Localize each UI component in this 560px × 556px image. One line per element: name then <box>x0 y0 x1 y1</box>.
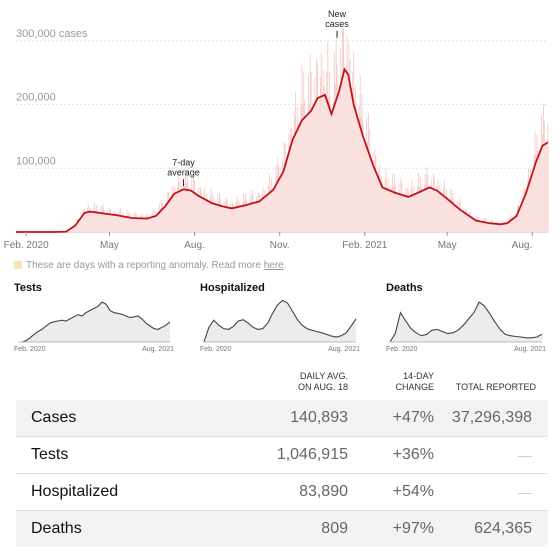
row-change: +36% <box>392 446 434 463</box>
hospitalized-sparkline <box>203 299 357 343</box>
header-line: CHANGE <box>395 382 434 392</box>
row-total: — <box>518 447 532 463</box>
small-chart-deaths: Deaths Feb. 2020 Aug. 2021 <box>386 282 546 358</box>
small-x-start: Feb. 2020 <box>14 346 46 353</box>
anomaly-swatch <box>14 261 22 269</box>
row-name: Tests <box>31 446 69 463</box>
tests-sparkline <box>18 301 171 343</box>
x-tick-label: Aug. <box>512 240 533 251</box>
x-tick-label: May <box>100 240 119 251</box>
table-row: Hospitalized 83,890 +54% — <box>16 474 548 511</box>
row-change: +54% <box>392 483 434 500</box>
sparkline-line <box>389 301 543 343</box>
small-x-start: Feb. 2020 <box>386 346 418 353</box>
table-row: Cases 140,893 +47% 37,296,398 <box>16 400 548 437</box>
y-axis-labels: 100,000 200,000 300,000 cases <box>16 28 88 168</box>
table-row: Deaths 809 +97% 624,365 <box>16 511 548 547</box>
annotation-label: cases <box>325 19 349 29</box>
header-line: DAILY AVG. <box>299 371 348 381</box>
row-daily-avg: 140,893 <box>290 409 348 426</box>
row-name: Cases <box>31 409 77 426</box>
y-tick-label: 300,000 cases <box>16 28 88 40</box>
annotation-label: New <box>328 9 347 19</box>
row-daily-avg: 1,046,915 <box>276 446 348 463</box>
row-total: 37,296,398 <box>451 409 532 426</box>
x-tick-label: Aug. <box>184 240 205 251</box>
main-chart: 100,000 200,000 300,000 cases Feb. 2020 May… <box>4 9 549 251</box>
small-chart-title: Tests <box>14 282 42 294</box>
row-total: 624,365 <box>474 520 532 537</box>
header-14-day-change: 14-DAY CHANGE <box>395 371 434 393</box>
small-chart-title: Deaths <box>386 282 423 294</box>
row-change: +47% <box>392 409 434 426</box>
small-chart-title: Hospitalized <box>200 282 265 294</box>
small-x-start: Feb. 2020 <box>200 346 232 353</box>
table-row: Tests 1,046,915 +36% — <box>16 437 548 474</box>
x-tick-label: Feb. 2020 <box>4 240 49 251</box>
anomaly-text: These are days with a reporting anomaly.… <box>26 260 264 271</box>
stats-table: Cases 140,893 +47% 37,296,398 Tests 1,04… <box>16 400 548 547</box>
sparkline-area <box>204 300 356 342</box>
read-more-link[interactable]: here <box>263 260 284 271</box>
y-tick-label: 200,000 <box>16 92 56 104</box>
row-daily-avg: 83,890 <box>299 483 348 500</box>
header-line: 14-DAY <box>403 371 434 381</box>
row-name: Hospitalized <box>31 483 119 500</box>
header-daily-avg: DAILY AVG. ON AUG. 18 <box>298 371 348 393</box>
x-tick-label: May <box>438 240 457 251</box>
small-x-end: Aug. 2021 <box>328 346 360 353</box>
row-change: +97% <box>392 520 434 537</box>
small-x-end: Aug. 2021 <box>142 346 174 353</box>
x-axis: Feb. 2020 May Aug. Nov. Feb. 2021 May Aug. <box>4 232 533 251</box>
header-line: ON AUG. 18 <box>297 382 348 392</box>
small-chart-tests: Tests Feb. 2020 Aug. 2021 <box>14 282 174 358</box>
x-tick-label: Feb. 2021 <box>342 240 387 251</box>
x-tick-label: Nov. <box>270 240 290 251</box>
anomaly-note: These are days with a reporting anomaly.… <box>14 260 287 271</box>
anomaly-period: . <box>283 260 287 271</box>
row-name: Deaths <box>31 520 82 537</box>
annotation-label: average <box>167 167 200 177</box>
sparkline-line <box>203 299 357 343</box>
row-total: — <box>518 484 532 500</box>
header-total-reported: TOTAL REPORTED <box>455 382 536 392</box>
average-line <box>16 67 549 233</box>
deaths-sparkline <box>389 301 543 343</box>
small-x-end: Aug. 2021 <box>514 346 546 353</box>
sparkline-area <box>18 302 170 342</box>
sparkline-line <box>18 301 171 343</box>
small-chart-hospitalized: Hospitalized Feb. 2020 Aug. 2021 <box>200 282 360 358</box>
average-area <box>16 69 548 233</box>
y-tick-label: 100,000 <box>16 155 56 167</box>
row-daily-avg: 809 <box>321 520 348 537</box>
annotation-label: 7-day <box>172 157 195 167</box>
